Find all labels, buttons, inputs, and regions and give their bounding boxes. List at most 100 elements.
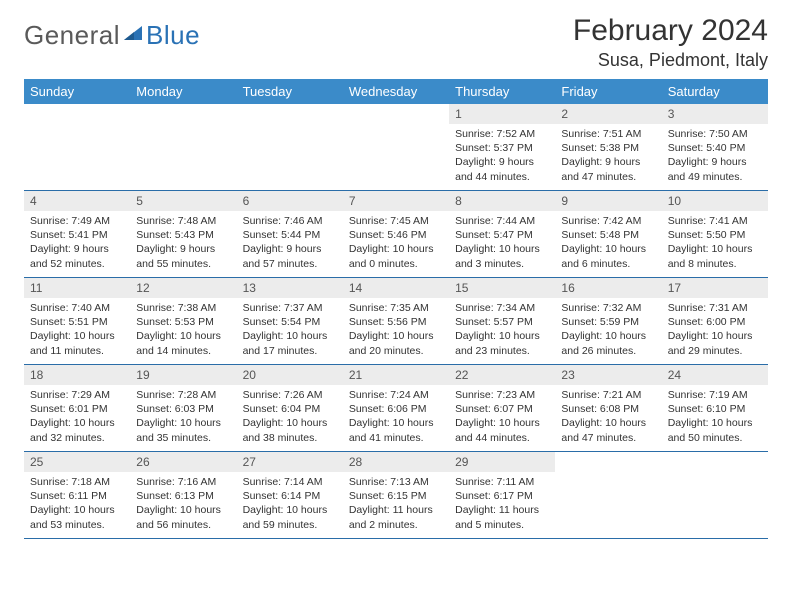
day-header: Thursday bbox=[449, 79, 555, 104]
day-number: 22 bbox=[449, 365, 555, 385]
day-header: Monday bbox=[130, 79, 236, 104]
day-info: Sunrise: 7:49 AMSunset: 5:41 PMDaylight:… bbox=[24, 211, 130, 274]
calendar-cell: 17Sunrise: 7:31 AMSunset: 6:00 PMDayligh… bbox=[662, 278, 768, 365]
day-number: 8 bbox=[449, 191, 555, 211]
day-number: 11 bbox=[24, 278, 130, 298]
calendar-cell: 14Sunrise: 7:35 AMSunset: 5:56 PMDayligh… bbox=[343, 278, 449, 365]
day-number: 13 bbox=[237, 278, 343, 298]
calendar-cell: 25Sunrise: 7:18 AMSunset: 6:11 PMDayligh… bbox=[24, 452, 130, 539]
day-info: Sunrise: 7:11 AMSunset: 6:17 PMDaylight:… bbox=[449, 472, 555, 535]
day-info: Sunrise: 7:35 AMSunset: 5:56 PMDaylight:… bbox=[343, 298, 449, 361]
calendar-cell: 19Sunrise: 7:28 AMSunset: 6:03 PMDayligh… bbox=[130, 365, 236, 452]
day-number: 23 bbox=[555, 365, 661, 385]
day-number: 18 bbox=[24, 365, 130, 385]
calendar-cell: 9Sunrise: 7:42 AMSunset: 5:48 PMDaylight… bbox=[555, 191, 661, 278]
day-number: 3 bbox=[662, 104, 768, 124]
day-number: 10 bbox=[662, 191, 768, 211]
day-number: 2 bbox=[555, 104, 661, 124]
day-number: 7 bbox=[343, 191, 449, 211]
month-title: February 2024 bbox=[573, 14, 768, 48]
day-header: Friday bbox=[555, 79, 661, 104]
day-number: 28 bbox=[343, 452, 449, 472]
day-info: Sunrise: 7:18 AMSunset: 6:11 PMDaylight:… bbox=[24, 472, 130, 535]
day-number: 9 bbox=[555, 191, 661, 211]
location: Susa, Piedmont, Italy bbox=[573, 50, 768, 71]
calendar-cell: 16Sunrise: 7:32 AMSunset: 5:59 PMDayligh… bbox=[555, 278, 661, 365]
day-info: Sunrise: 7:21 AMSunset: 6:08 PMDaylight:… bbox=[555, 385, 661, 448]
day-info: Sunrise: 7:41 AMSunset: 5:50 PMDaylight:… bbox=[662, 211, 768, 274]
day-info: Sunrise: 7:13 AMSunset: 6:15 PMDaylight:… bbox=[343, 472, 449, 535]
calendar-cell: 5Sunrise: 7:48 AMSunset: 5:43 PMDaylight… bbox=[130, 191, 236, 278]
calendar-cell: 23Sunrise: 7:21 AMSunset: 6:08 PMDayligh… bbox=[555, 365, 661, 452]
day-info: Sunrise: 7:40 AMSunset: 5:51 PMDaylight:… bbox=[24, 298, 130, 361]
brand-blue: Blue bbox=[146, 20, 200, 51]
calendar-cell bbox=[130, 104, 236, 191]
calendar-cell bbox=[555, 452, 661, 539]
brand-general: General bbox=[24, 20, 120, 51]
day-info: Sunrise: 7:16 AMSunset: 6:13 PMDaylight:… bbox=[130, 472, 236, 535]
calendar-cell bbox=[24, 104, 130, 191]
calendar-cell: 21Sunrise: 7:24 AMSunset: 6:06 PMDayligh… bbox=[343, 365, 449, 452]
calendar-cell: 26Sunrise: 7:16 AMSunset: 6:13 PMDayligh… bbox=[130, 452, 236, 539]
day-info: Sunrise: 7:31 AMSunset: 6:00 PMDaylight:… bbox=[662, 298, 768, 361]
day-info: Sunrise: 7:45 AMSunset: 5:46 PMDaylight:… bbox=[343, 211, 449, 274]
day-info: Sunrise: 7:44 AMSunset: 5:47 PMDaylight:… bbox=[449, 211, 555, 274]
calendar-cell: 24Sunrise: 7:19 AMSunset: 6:10 PMDayligh… bbox=[662, 365, 768, 452]
day-number: 12 bbox=[130, 278, 236, 298]
day-info: Sunrise: 7:37 AMSunset: 5:54 PMDaylight:… bbox=[237, 298, 343, 361]
calendar-cell: 29Sunrise: 7:11 AMSunset: 6:17 PMDayligh… bbox=[449, 452, 555, 539]
brand-triangle-icon bbox=[122, 22, 144, 49]
day-number: 26 bbox=[130, 452, 236, 472]
calendar-cell bbox=[237, 104, 343, 191]
calendar-cell: 12Sunrise: 7:38 AMSunset: 5:53 PMDayligh… bbox=[130, 278, 236, 365]
day-info: Sunrise: 7:52 AMSunset: 5:37 PMDaylight:… bbox=[449, 124, 555, 187]
day-info: Sunrise: 7:28 AMSunset: 6:03 PMDaylight:… bbox=[130, 385, 236, 448]
calendar-cell: 11Sunrise: 7:40 AMSunset: 5:51 PMDayligh… bbox=[24, 278, 130, 365]
day-info: Sunrise: 7:26 AMSunset: 6:04 PMDaylight:… bbox=[237, 385, 343, 448]
day-info: Sunrise: 7:38 AMSunset: 5:53 PMDaylight:… bbox=[130, 298, 236, 361]
day-number: 4 bbox=[24, 191, 130, 211]
day-header: Tuesday bbox=[237, 79, 343, 104]
day-number: 25 bbox=[24, 452, 130, 472]
calendar-cell: 8Sunrise: 7:44 AMSunset: 5:47 PMDaylight… bbox=[449, 191, 555, 278]
day-number: 21 bbox=[343, 365, 449, 385]
day-header: Saturday bbox=[662, 79, 768, 104]
calendar-cell bbox=[343, 104, 449, 191]
day-number: 29 bbox=[449, 452, 555, 472]
day-number: 20 bbox=[237, 365, 343, 385]
day-header: Wednesday bbox=[343, 79, 449, 104]
day-info: Sunrise: 7:46 AMSunset: 5:44 PMDaylight:… bbox=[237, 211, 343, 274]
day-number: 15 bbox=[449, 278, 555, 298]
day-number: 1 bbox=[449, 104, 555, 124]
calendar-cell: 7Sunrise: 7:45 AMSunset: 5:46 PMDaylight… bbox=[343, 191, 449, 278]
calendar-cell: 4Sunrise: 7:49 AMSunset: 5:41 PMDaylight… bbox=[24, 191, 130, 278]
brand-logo: General Blue bbox=[24, 14, 200, 51]
calendar-cell bbox=[662, 452, 768, 539]
day-number: 19 bbox=[130, 365, 236, 385]
calendar-cell: 15Sunrise: 7:34 AMSunset: 5:57 PMDayligh… bbox=[449, 278, 555, 365]
day-info: Sunrise: 7:50 AMSunset: 5:40 PMDaylight:… bbox=[662, 124, 768, 187]
calendar-cell: 13Sunrise: 7:37 AMSunset: 5:54 PMDayligh… bbox=[237, 278, 343, 365]
day-number: 17 bbox=[662, 278, 768, 298]
calendar-cell: 18Sunrise: 7:29 AMSunset: 6:01 PMDayligh… bbox=[24, 365, 130, 452]
calendar-cell: 6Sunrise: 7:46 AMSunset: 5:44 PMDaylight… bbox=[237, 191, 343, 278]
calendar-cell: 28Sunrise: 7:13 AMSunset: 6:15 PMDayligh… bbox=[343, 452, 449, 539]
day-info: Sunrise: 7:34 AMSunset: 5:57 PMDaylight:… bbox=[449, 298, 555, 361]
day-info: Sunrise: 7:19 AMSunset: 6:10 PMDaylight:… bbox=[662, 385, 768, 448]
day-info: Sunrise: 7:23 AMSunset: 6:07 PMDaylight:… bbox=[449, 385, 555, 448]
day-number: 5 bbox=[130, 191, 236, 211]
calendar-cell: 3Sunrise: 7:50 AMSunset: 5:40 PMDaylight… bbox=[662, 104, 768, 191]
day-number: 24 bbox=[662, 365, 768, 385]
day-number: 27 bbox=[237, 452, 343, 472]
calendar-cell: 2Sunrise: 7:51 AMSunset: 5:38 PMDaylight… bbox=[555, 104, 661, 191]
calendar-cell: 20Sunrise: 7:26 AMSunset: 6:04 PMDayligh… bbox=[237, 365, 343, 452]
day-header: Sunday bbox=[24, 79, 130, 104]
day-info: Sunrise: 7:24 AMSunset: 6:06 PMDaylight:… bbox=[343, 385, 449, 448]
day-info: Sunrise: 7:42 AMSunset: 5:48 PMDaylight:… bbox=[555, 211, 661, 274]
calendar-table: SundayMondayTuesdayWednesdayThursdayFrid… bbox=[24, 79, 768, 539]
day-info: Sunrise: 7:29 AMSunset: 6:01 PMDaylight:… bbox=[24, 385, 130, 448]
calendar-cell: 27Sunrise: 7:14 AMSunset: 6:14 PMDayligh… bbox=[237, 452, 343, 539]
day-number: 14 bbox=[343, 278, 449, 298]
day-number: 16 bbox=[555, 278, 661, 298]
day-info: Sunrise: 7:32 AMSunset: 5:59 PMDaylight:… bbox=[555, 298, 661, 361]
